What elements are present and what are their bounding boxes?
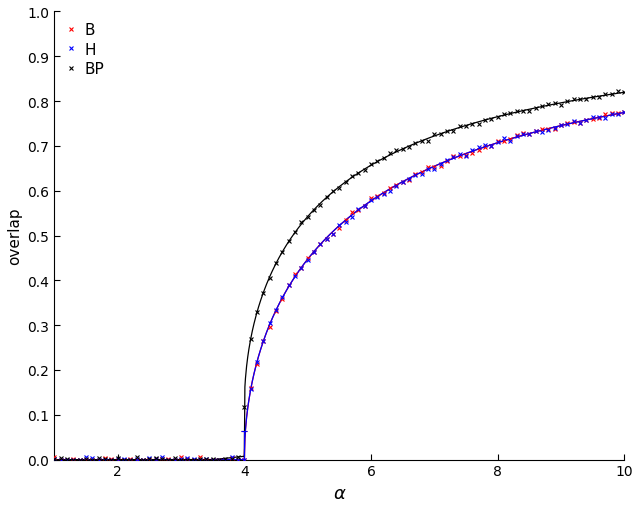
Line: H: H [52,110,627,462]
BP [538,103,546,109]
B [608,110,616,117]
B [614,110,621,117]
B [57,457,65,463]
BP [202,456,210,462]
Y-axis label: overlap: overlap [7,207,22,265]
B [127,456,134,462]
X-axis label: α: α [333,484,345,502]
B [51,455,58,461]
BP [386,151,394,157]
BP [70,457,77,463]
B [538,127,546,133]
H [57,457,65,463]
H [202,457,210,463]
B [620,109,628,116]
Line: B: B [52,110,627,462]
BP [620,90,628,96]
Line: BP: BP [52,90,627,462]
BP [614,89,621,95]
B [202,457,210,463]
Legend: B, H, BP: B, H, BP [62,20,108,80]
H [620,109,628,116]
H [538,129,546,135]
B [190,457,198,463]
H [190,456,198,462]
BP [608,92,616,98]
H [614,112,621,118]
H [608,111,616,118]
BP [51,456,58,462]
H [127,457,134,463]
BP [190,457,198,463]
H [51,456,58,462]
BP [127,457,134,463]
